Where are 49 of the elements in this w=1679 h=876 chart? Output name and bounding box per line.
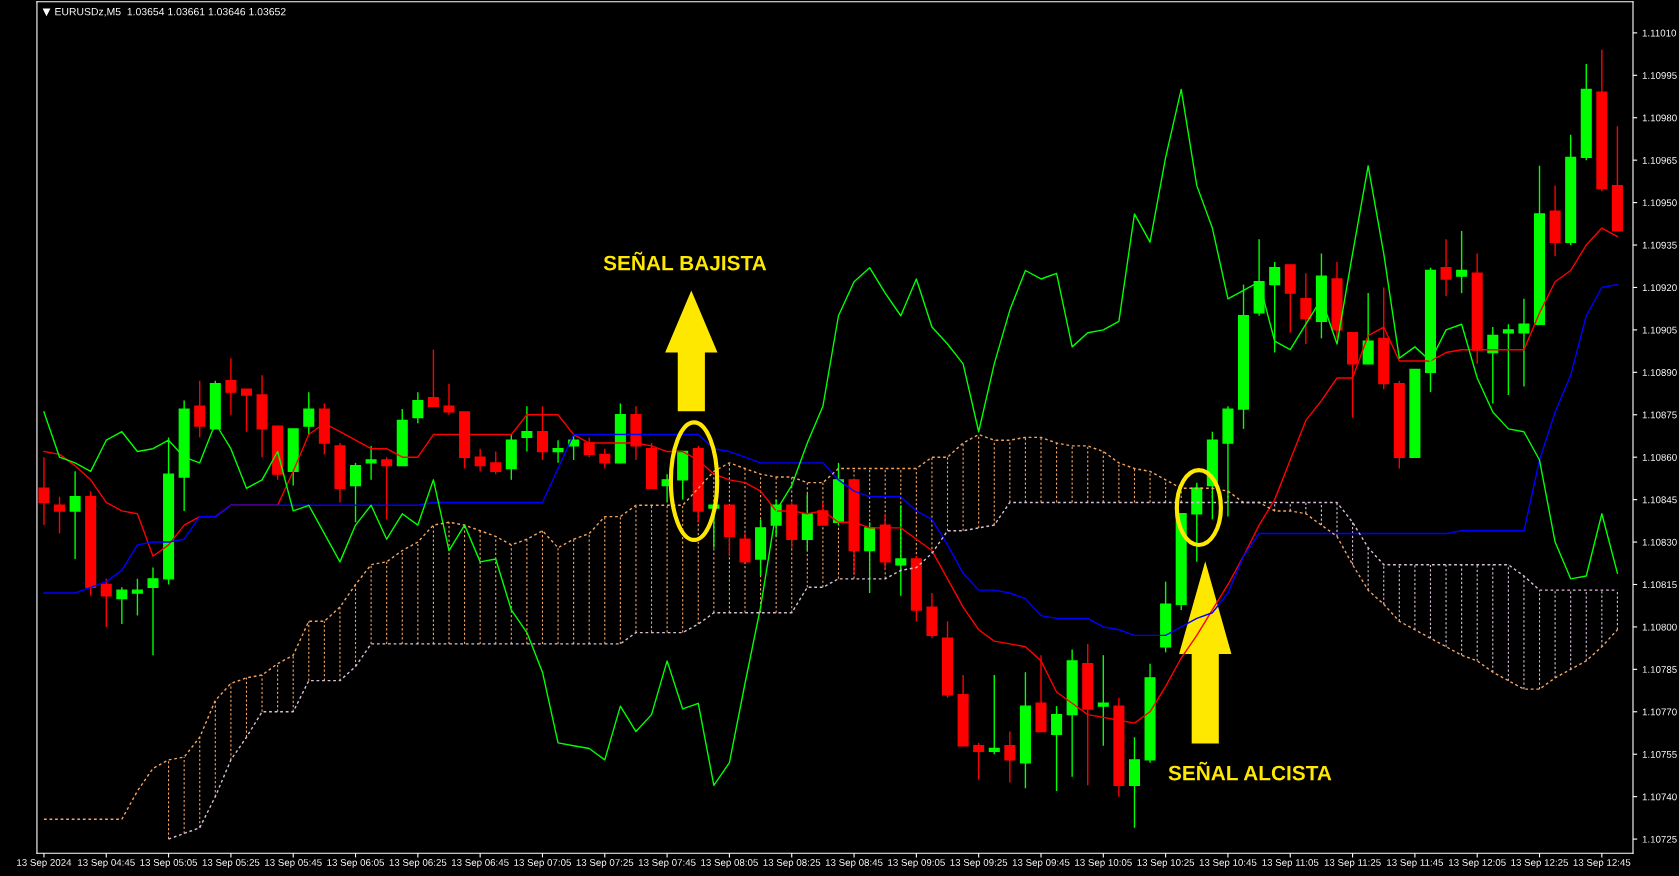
y-tick-label: 1.10950: [1642, 199, 1677, 207]
x-tick-label: 13 Sep 07:05: [514, 859, 571, 868]
y-tick-label: 1.10890: [1642, 369, 1677, 376]
x-tick-label: 13 Sep 12:45: [1573, 859, 1631, 868]
x-tick-label: 13 Sep 05:45: [265, 859, 322, 868]
x-tick-label: 13 Sep 11:25: [1324, 859, 1381, 868]
y-tick-label: 1.10965: [1642, 156, 1677, 164]
x-tick-label: 13 Sep 09:45: [1012, 859, 1070, 868]
x-tick-label: 13 Sep 09:05: [888, 859, 945, 868]
x-tick-label: 13 Sep 11:05: [1262, 859, 1319, 868]
x-tick-label: 13 Sep 08:05: [701, 859, 758, 868]
y-tick-label: 1.10770: [1642, 708, 1677, 716]
y-tick-label: 1.10905: [1642, 326, 1677, 334]
y-tick-label: 1.10935: [1642, 241, 1677, 249]
x-tick-label: 13 Sep 10:45: [1199, 859, 1257, 868]
annotation: SEÑAL ALCISTA: [1168, 761, 1332, 781]
y-tick-label: 1.10785: [1642, 666, 1677, 673]
text: EURUSDz,M5 1.03654 1.03661 1.03646 1.03652: [55, 7, 286, 17]
x-tick-label: 13 Sep 08:45: [825, 859, 883, 868]
y-tick-label: 1.10845: [1642, 496, 1677, 504]
y-tick-label: 1.10725: [1642, 835, 1677, 843]
y-tick-label: 1.10920: [1642, 284, 1677, 292]
x-tick-label: 13 Sep 10:25: [1137, 859, 1195, 868]
y-tick-label: 1.10740: [1642, 793, 1677, 801]
y-tick-label: 1.10755: [1642, 750, 1677, 758]
x-tick-label: 13 Sep 08:25: [763, 859, 821, 868]
x-tick-label: 13 Sep 07:45: [638, 859, 696, 868]
x-tick-label: 13 Sep 05:25: [202, 859, 260, 868]
x-tick-label: 13 Sep 04:45: [78, 859, 135, 868]
y-tick-label: 1.10800: [1642, 623, 1677, 631]
x-tick-label: 13 Sep 12:25: [1511, 859, 1569, 868]
x-tick-label: 13 Sep 07:25: [576, 859, 634, 868]
x-tick-label: 13 Sep 06:05: [327, 859, 385, 868]
x-tick-label: 13 Sep 2024: [17, 859, 72, 868]
x-tick-label: 13 Sep 12:05: [1449, 859, 1506, 868]
y-tick-label: 1.10875: [1642, 411, 1677, 419]
annotation: SEÑAL BAJISTA: [603, 251, 767, 271]
x-tick-label: 13 Sep 11:45: [1387, 859, 1444, 868]
y-tick-label: 1.10830: [1642, 538, 1677, 546]
y-tick-label: 1.10860: [1642, 453, 1677, 461]
x-tick-label: 13 Sep 06:45: [451, 859, 509, 868]
y-tick-label: 1.11010: [1642, 29, 1677, 37]
x-tick-label: 13 Sep 06:25: [389, 859, 447, 868]
y-tick-label: 1.10815: [1642, 581, 1677, 589]
y-tick-label: 1.10980: [1642, 114, 1677, 122]
x-tick-label: 13 Sep 10:05: [1075, 859, 1132, 868]
y-tick-label: 1.10995: [1642, 72, 1677, 79]
x-tick-label: 13 Sep 05:05: [140, 859, 198, 868]
x-tick-label: 13 Sep 09:25: [950, 859, 1008, 868]
